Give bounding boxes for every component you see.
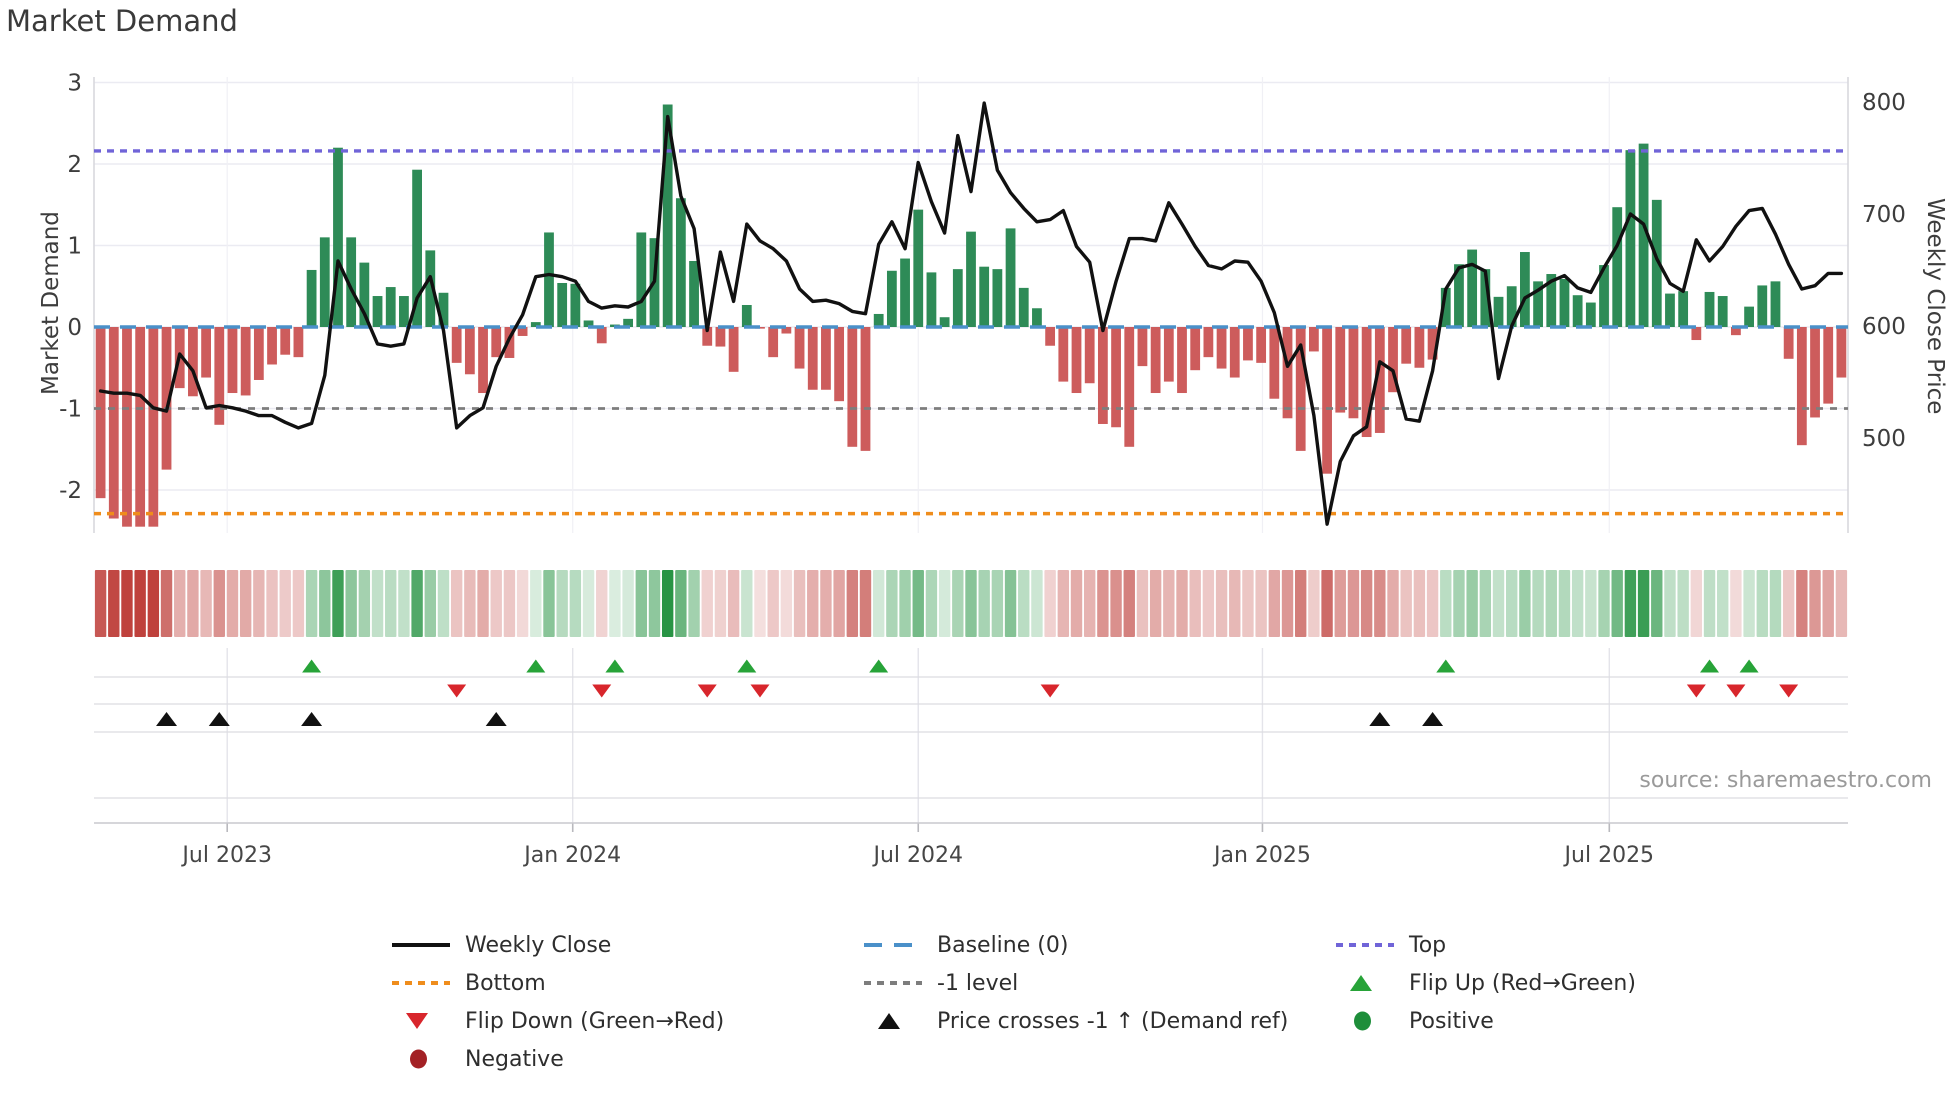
legend-label: Flip Up (Red→Green)	[1409, 970, 1636, 996]
legend-item-negative: Negative	[392, 1040, 724, 1078]
svg-text:Jul 2024: Jul 2024	[871, 843, 963, 868]
legend-column-2: Baseline (0) -1 level Price crosses -1 ↑…	[864, 926, 1288, 1040]
legend-column-3: Top Flip Up (Red→Green) Positive	[1336, 926, 1636, 1040]
legend-item-bottom: Bottom	[392, 964, 724, 1002]
legend-item-baseline: Baseline (0)	[864, 926, 1288, 964]
flip-up-markers	[302, 659, 1759, 673]
chart-legend: Weekly Close Bottom Flip Down (Green→Red…	[0, 926, 1960, 1086]
svg-text:3: 3	[67, 71, 82, 97]
svg-text:Jan 2024: Jan 2024	[522, 843, 621, 868]
demand-bars	[95, 104, 1847, 527]
svg-text:Jan 2025: Jan 2025	[1212, 843, 1311, 868]
svg-text:-1: -1	[59, 397, 82, 423]
flip-down-markers	[447, 684, 1799, 698]
legend-label: Bottom	[465, 970, 546, 996]
right-tick-labels: 800 700 600 500	[1862, 90, 1906, 452]
left-tick-labels: 3 2 1 0 -1 -2	[59, 71, 82, 505]
legend-item-price-crosses: Price crosses -1 ↑ (Demand ref)	[864, 1002, 1288, 1040]
negative-dot-icon	[392, 1049, 450, 1069]
legend-column-1: Weekly Close Bottom Flip Down (Green→Red…	[392, 926, 724, 1078]
legend-label: Positive	[1409, 1008, 1494, 1034]
source-note: source: sharemaestro.com	[1639, 768, 1932, 793]
svg-text:500: 500	[1862, 426, 1906, 452]
legend-item-weekly-close: Weekly Close	[392, 926, 724, 964]
x-tick-labels: Jul 2023 Jan 2024 Jul 2024 Jan 2025 Jul 2025	[180, 843, 1654, 868]
minus1-dotted-line-icon	[864, 973, 922, 993]
flip-down-triangle-icon	[392, 1011, 450, 1031]
svg-text:0: 0	[67, 315, 82, 341]
legend-item-flip-down: Flip Down (Green→Red)	[392, 1002, 724, 1040]
price-cross-markers	[156, 712, 1444, 726]
price-line	[98, 101, 1844, 526]
legend-item-minus1-level: -1 level	[864, 964, 1288, 1002]
page-title: Market Demand	[6, 4, 238, 38]
legend-item-top: Top	[1336, 926, 1636, 964]
bottom-dotted-line-icon	[392, 973, 450, 993]
baseline-dashed-line-icon	[864, 935, 922, 955]
legend-label: Weekly Close	[465, 932, 612, 958]
weekly-close-line-icon	[392, 935, 450, 955]
svg-text:2: 2	[67, 152, 82, 178]
flip-up-triangle-icon	[1336, 973, 1394, 993]
legend-item-positive: Positive	[1336, 1002, 1636, 1040]
svg-text:-2: -2	[59, 478, 82, 504]
right-axis-label: Weekly Close Price	[1922, 198, 1948, 415]
top-dotted-line-icon	[1336, 935, 1394, 955]
svg-text:700: 700	[1862, 202, 1906, 228]
legend-label: Flip Down (Green→Red)	[465, 1008, 725, 1034]
legend-label: Baseline (0)	[937, 932, 1069, 958]
legend-label: Negative	[465, 1046, 564, 1072]
heatmap-strip	[94, 570, 1848, 637]
positive-dot-icon	[1336, 1011, 1394, 1031]
legend-label: Price crosses -1 ↑ (Demand ref)	[937, 1008, 1289, 1034]
svg-text:1: 1	[67, 234, 82, 260]
svg-text:Jul 2023: Jul 2023	[180, 843, 272, 868]
price-cross-triangle-icon	[864, 1011, 922, 1031]
left-axis-label: Market Demand	[38, 211, 64, 395]
svg-text:Jul 2025: Jul 2025	[1563, 843, 1655, 868]
svg-text:800: 800	[1862, 90, 1906, 116]
legend-label: Top	[1409, 932, 1447, 958]
legend-label: -1 level	[937, 970, 1019, 996]
svg-text:600: 600	[1862, 314, 1906, 340]
legend-item-flip-up: Flip Up (Red→Green)	[1336, 964, 1636, 1002]
